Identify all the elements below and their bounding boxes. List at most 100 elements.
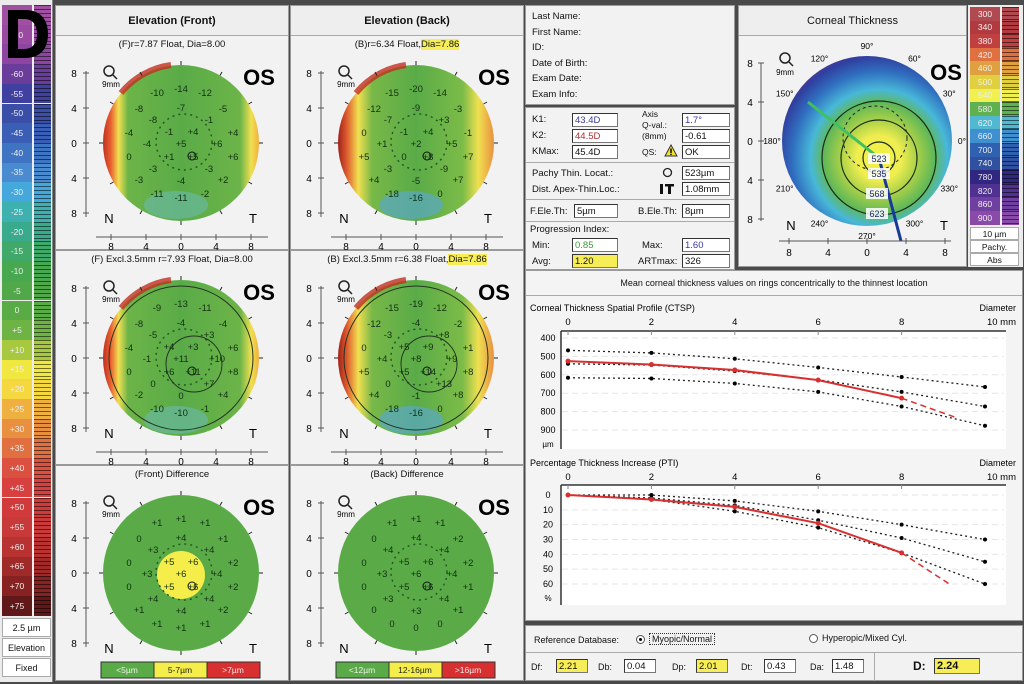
- temporal-label: T: [484, 641, 492, 656]
- elevation-value: +2: [453, 534, 464, 545]
- elevation-value: +5: [359, 367, 370, 378]
- pachy-scale-cell: 620: [970, 115, 1000, 130]
- back-difference-map[interactable]: +1 +1 +10 +4 +2+4 +40 +5 +6 +2+3 +6 +40 +5 +6 +1+3 +40…: [291, 482, 523, 681]
- x-tick-label: 8: [899, 317, 904, 328]
- magnifier-icon: [103, 280, 115, 292]
- elevation-value: +1: [176, 623, 187, 634]
- rim-tick: [344, 181, 349, 185]
- elevation-value: +1: [463, 343, 474, 354]
- hyperopic-label: Hyperopic/Mixed Cyl.: [822, 633, 908, 643]
- rim-tick: [248, 396, 253, 400]
- subtitle-highlight: Dia=7.86: [448, 253, 487, 265]
- elevation-value: 0: [150, 379, 155, 390]
- elevation-value: 0: [126, 152, 131, 163]
- elevation-value: -8: [149, 115, 157, 126]
- axis-label: 0: [413, 242, 419, 251]
- front-excl-map[interactable]: -9 -13 -11 -8 -4 -4 -5 +3 -4 +4 +3 +6 -1 +11 +10 0 +6 +11…: [56, 267, 288, 468]
- corneal-thickness-map[interactable]: 523 535 568 623 90° 60° 30° 0° 330° 300° 270° 240° 2…: [739, 36, 966, 266]
- thickness-title: Corneal Thickness: [739, 6, 966, 36]
- exam-date-label: Exam Date:: [532, 73, 582, 85]
- diameter-unit: 10 mm: [987, 472, 1016, 483]
- axis-label: 8: [747, 215, 753, 226]
- axis-label: 8: [71, 209, 77, 220]
- nasal-label: N: [339, 426, 348, 441]
- axis-label: 0: [306, 569, 312, 580]
- elevation-value: +6: [176, 569, 187, 580]
- scale-mode: Elevation: [2, 638, 51, 657]
- data-point-patient: [899, 395, 905, 401]
- fele-value: 5µm: [574, 204, 618, 218]
- axis-label: 8: [786, 248, 792, 259]
- elevation-value: +3: [142, 569, 153, 580]
- back-difference-panel: (Back) Difference +1 +1 +1 0 +4 +2 +4 +4 0 +5 +6 +2 +…: [290, 465, 524, 681]
- radio-myopic[interactable]: Myopic/Normal: [636, 633, 716, 645]
- radio-hyperopic[interactable]: Hyperopic/Mixed Cyl.: [809, 633, 907, 643]
- elevation-value: -10: [150, 88, 164, 99]
- dist-label: Dist. Apex-Thin.Loc.:: [532, 184, 620, 195]
- front-elevation-map[interactable]: -10 -14 -12-8 -7 -5-8 -1-4 -1 +4 +4-4 +5 +60 +1 +5 +6…: [56, 52, 288, 253]
- pachy-scale-type: Abs: [970, 253, 1019, 266]
- value-box: [868, 153, 890, 164]
- elevation-value: +3: [439, 115, 450, 126]
- chart-title: Percentage Thickness Increase (PTI): [530, 458, 678, 468]
- axis-label: 0: [71, 139, 77, 150]
- pachy-scale-mode: Pachy.: [970, 240, 1019, 253]
- map-subtitle: (Front) Difference: [56, 466, 288, 482]
- degree-label: 60°: [908, 54, 921, 64]
- data-point-normal-upper: [816, 365, 821, 370]
- zoom-icon[interactable]: [338, 280, 353, 295]
- axis-label: 0: [178, 457, 184, 466]
- temporal-label: T: [249, 426, 257, 441]
- back-excl-map[interactable]: -15 -19 -12-12 -4 -2-3 +80 +5 +9 +1+4 +8 +9+5 +5 +14…: [291, 267, 523, 468]
- zoom-icon[interactable]: [338, 495, 353, 510]
- qval-value: -0.61: [682, 129, 730, 143]
- axis-label: 8: [343, 242, 349, 251]
- elevation-value: +1: [387, 518, 398, 529]
- subtitle-highlight: Dia=7.86: [420, 38, 460, 50]
- data-point-normal-mean: [983, 404, 987, 409]
- elevation-value: +7: [453, 175, 464, 186]
- degree-label: 120°: [811, 54, 829, 64]
- zoom-icon[interactable]: [103, 280, 118, 295]
- zoom-icon[interactable]: [103, 65, 118, 80]
- elevation-value: +1: [463, 582, 474, 593]
- scale-cell: -60: [2, 64, 32, 84]
- pachy-scale-cell: 820: [970, 183, 1000, 198]
- zoom-label: 9mm: [337, 80, 355, 89]
- elevation-value: +1: [152, 619, 163, 630]
- magnifier-handle: [347, 74, 353, 80]
- elevation-value: +4: [369, 390, 380, 401]
- elevation-value: +5: [399, 557, 410, 568]
- elevation-value: +4: [377, 354, 388, 365]
- map-disc: [103, 65, 259, 221]
- scale-ticks: [34, 458, 51, 478]
- back-elevation-map[interactable]: -15 -20 -14 -12 -9 -3 -7 +3 0 -1 +4 -1 +1 +2 +5 +5 0 +8 +7…: [291, 52, 523, 253]
- front-difference-map[interactable]: +1 +1 +10 +4 +1+3 +40 +5 +6 +2+3 +6 +40 +5 +6 +2+4 +4+…: [56, 482, 288, 681]
- elevation-value: +8: [228, 367, 239, 378]
- elevation-value: -3: [454, 104, 462, 115]
- degree-label: 0°: [958, 136, 966, 146]
- dotted-ring: [155, 328, 213, 386]
- radio-unselected-icon: [809, 633, 818, 643]
- rim-tick: [139, 210, 143, 215]
- axis-label: 8: [71, 69, 77, 80]
- zoom-icon[interactable]: [103, 495, 118, 510]
- pachy-thin-value: 523µm: [682, 166, 730, 180]
- degree-label: 240°: [811, 218, 829, 228]
- rim-tick: [219, 640, 223, 645]
- elevation-value: +6: [212, 139, 223, 150]
- zoom-icon[interactable]: [338, 65, 353, 80]
- elevation-value: -12: [198, 88, 212, 99]
- elevation-value: +4: [212, 569, 223, 580]
- rim-tick: [248, 316, 253, 320]
- elevation-value: 0: [361, 343, 366, 354]
- bele-label: B.Ele.Th:: [638, 206, 678, 217]
- scale-cell: -35: [2, 162, 32, 183]
- axis-label: 4: [747, 98, 753, 109]
- magnifier-icon: [338, 280, 350, 292]
- elevation-value: +5: [447, 139, 458, 150]
- elevation-value: +4: [423, 127, 434, 138]
- rim-tick: [109, 181, 114, 185]
- elevation-value: +4: [411, 533, 422, 544]
- eye-label: OS: [478, 495, 510, 520]
